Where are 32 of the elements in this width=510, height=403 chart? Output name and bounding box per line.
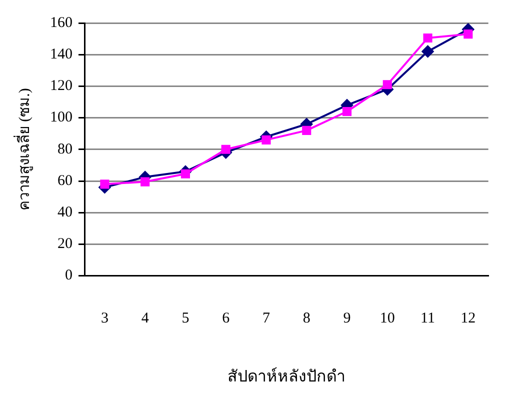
x-axis-title: สัปดาห์หลังปักดำ xyxy=(227,366,346,386)
y-tick-label: 80 xyxy=(58,141,72,158)
x-tick-label: 12 xyxy=(460,310,476,327)
point xyxy=(221,144,230,154)
y-tick-label: 160 xyxy=(50,14,72,31)
point xyxy=(464,30,473,39)
y-tick-label: 120 xyxy=(50,78,72,94)
point xyxy=(423,33,432,43)
y-tick-label: 60 xyxy=(58,172,72,189)
point xyxy=(140,177,150,186)
y-tick-label: 140 xyxy=(50,46,72,63)
point xyxy=(302,126,312,135)
point xyxy=(262,135,271,144)
point xyxy=(180,169,190,178)
y-tick-label: 40 xyxy=(58,204,72,221)
x-tick-label: 4 xyxy=(141,310,150,327)
x-tick-label: 9 xyxy=(343,310,351,327)
x-tick-label: 10 xyxy=(380,310,395,327)
x-tick-label: 6 xyxy=(222,310,230,327)
x-tick-label: 3 xyxy=(100,310,108,327)
point xyxy=(382,80,392,90)
point xyxy=(342,106,352,116)
y-tick-label: 0 xyxy=(65,268,72,284)
y-tick-label: 100 xyxy=(50,110,72,126)
y-axis-title: ความสูงเฉลี่ย (ซม.) xyxy=(12,88,33,211)
point xyxy=(422,45,434,58)
x-tick-label: 7 xyxy=(262,310,270,327)
x-tick-label: 11 xyxy=(420,310,435,327)
point xyxy=(100,180,110,189)
y-tick-label: 20 xyxy=(58,236,72,252)
x-tick-label: 8 xyxy=(302,310,310,327)
x-tick-label: 5 xyxy=(182,310,190,327)
